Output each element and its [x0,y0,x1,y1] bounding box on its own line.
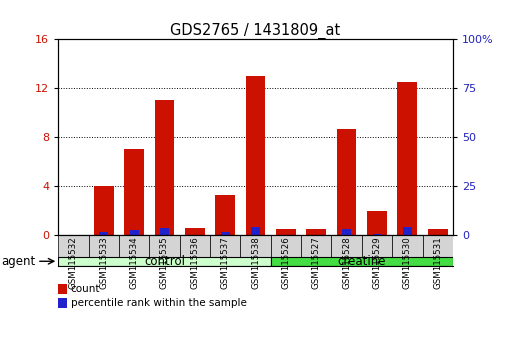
Bar [367,211,386,235]
Bar [306,229,326,235]
Bar [58,257,270,266]
Bar [240,235,270,257]
Bar [94,186,114,235]
Text: GSM115531: GSM115531 [432,236,441,289]
Bar [58,235,88,257]
Bar [149,235,179,257]
Bar [155,100,174,235]
Bar [427,229,447,235]
Text: creatine: creatine [337,255,385,268]
Bar [336,129,356,235]
Text: GDS2765 / 1431809_at: GDS2765 / 1431809_at [170,23,340,39]
Text: GSM115526: GSM115526 [281,236,290,289]
Text: agent: agent [1,255,35,268]
Text: GSM115530: GSM115530 [402,236,411,289]
Text: count: count [71,284,100,294]
Bar [391,235,422,257]
Text: GSM115533: GSM115533 [99,236,108,289]
Bar [99,232,108,235]
Bar [220,232,229,235]
Bar [179,235,210,257]
Bar [276,229,295,235]
Bar [210,235,240,257]
Text: GSM115528: GSM115528 [341,236,350,289]
Text: GSM115537: GSM115537 [220,236,229,289]
Bar [270,235,300,257]
Bar [270,257,452,266]
Bar [245,76,265,235]
Text: GSM115535: GSM115535 [160,236,169,289]
Bar [361,235,391,257]
Text: GSM115536: GSM115536 [190,236,199,289]
Bar [124,149,144,235]
Text: GSM115527: GSM115527 [311,236,320,289]
Bar [341,229,350,235]
Text: GSM115529: GSM115529 [372,236,381,289]
Bar [185,228,204,235]
Text: percentile rank within the sample: percentile rank within the sample [71,298,246,308]
Text: GSM115538: GSM115538 [250,236,260,289]
Bar [300,235,331,257]
Bar [422,235,452,257]
Bar [402,227,411,235]
Bar [160,228,169,235]
Bar [331,235,361,257]
Bar [119,235,149,257]
Text: GSM115534: GSM115534 [129,236,138,289]
Bar [215,195,235,235]
Bar [372,234,381,235]
Bar [88,235,119,257]
Bar [129,230,138,235]
Text: GSM115532: GSM115532 [69,236,78,289]
Text: control: control [143,255,185,268]
Bar [250,227,260,235]
Bar [397,82,417,235]
